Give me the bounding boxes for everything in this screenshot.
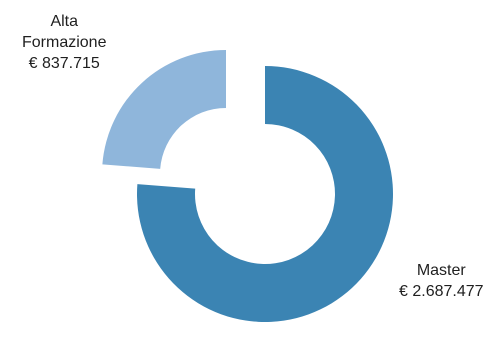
slice-value-label: € 2.687.477 bbox=[399, 283, 484, 300]
donut-slices bbox=[102, 50, 393, 323]
slice-value-label: € 837.715 bbox=[28, 55, 100, 72]
slice-label-line: Formazione bbox=[22, 34, 107, 51]
slice-label-alta-formazione: Alta Formazione € 837.715 bbox=[22, 11, 106, 74]
slice-label-master: Master € 2.687.477 bbox=[399, 260, 484, 302]
slice-label-line: Alta bbox=[50, 13, 79, 30]
slice-alta-formazione bbox=[102, 50, 226, 169]
slice-label-line: Master bbox=[416, 262, 466, 279]
slice-master bbox=[136, 66, 393, 323]
